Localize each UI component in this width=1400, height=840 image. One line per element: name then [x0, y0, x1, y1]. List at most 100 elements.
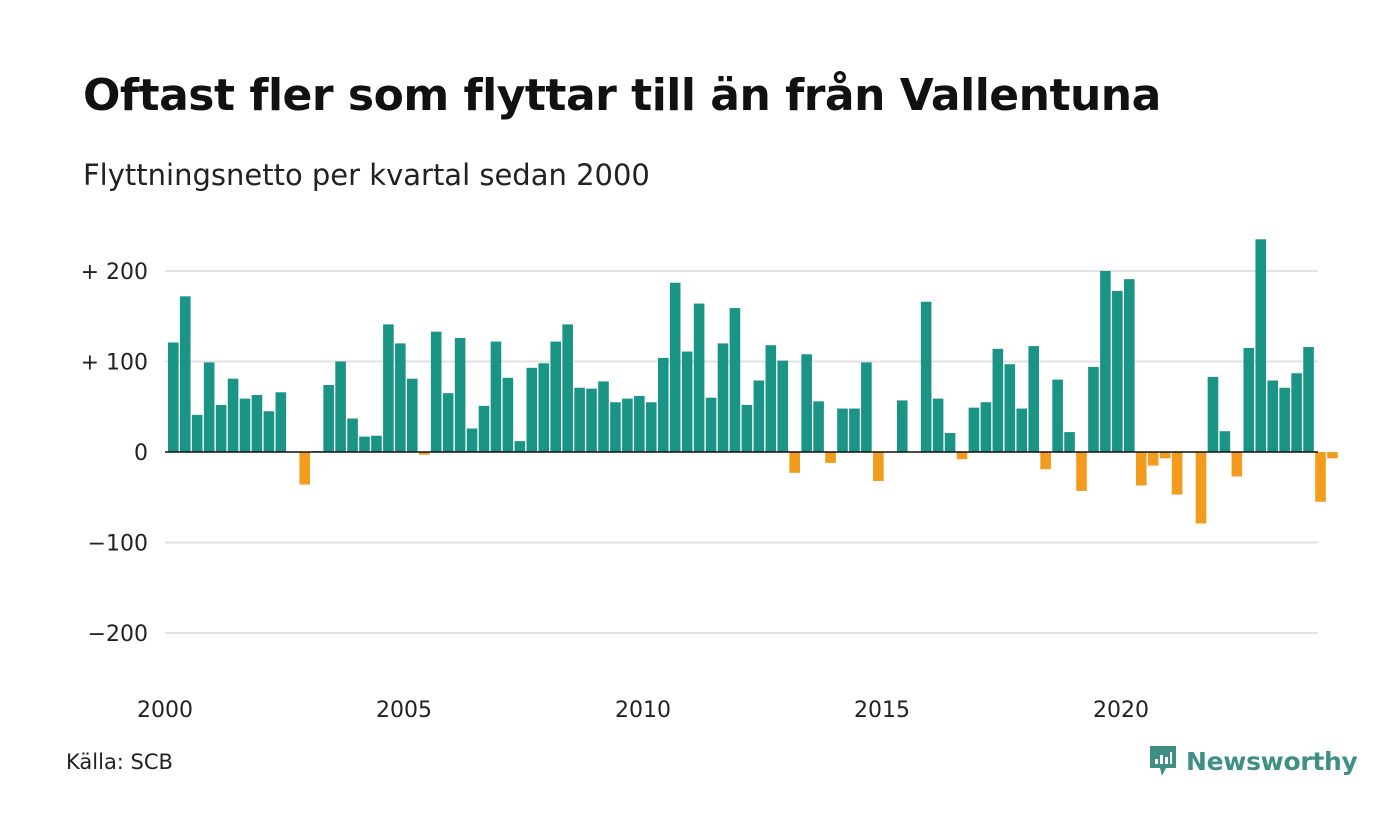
bar: [1076, 452, 1087, 491]
bar: [1279, 387, 1290, 452]
y-tick-label: −200: [88, 622, 148, 647]
bar: [251, 394, 263, 453]
bar: [944, 433, 956, 452]
bar: [550, 341, 561, 452]
bar: [1124, 279, 1135, 452]
bar: [299, 452, 311, 485]
bar: [574, 387, 585, 452]
bar: [1171, 452, 1183, 495]
bar: [586, 388, 597, 452]
bar: [956, 452, 968, 460]
bar: [610, 402, 621, 452]
bar: [275, 392, 287, 452]
bar: [1207, 376, 1219, 452]
bar: [813, 401, 824, 452]
bar: [1267, 380, 1278, 452]
bar: [263, 411, 275, 452]
bar: [490, 341, 502, 452]
bar: [873, 452, 884, 481]
newsworthy-logo: Newsworthy: [1148, 744, 1358, 778]
bar: [526, 367, 538, 452]
bar: [430, 331, 442, 452]
bar: [418, 452, 430, 455]
bar: [347, 418, 358, 452]
bar: [837, 408, 848, 452]
bar: [1004, 364, 1016, 452]
bar: [1052, 379, 1063, 452]
bar: [920, 301, 932, 452]
bar: [1088, 366, 1099, 452]
bar: [407, 378, 418, 452]
bar: [466, 428, 478, 452]
bar: [1135, 452, 1147, 486]
bar: [227, 378, 239, 452]
x-tick-label: 2005: [376, 698, 432, 723]
bar: [215, 404, 227, 452]
bar: [1028, 346, 1039, 453]
bar: [478, 405, 490, 453]
bar: [825, 452, 836, 463]
bar: [562, 324, 573, 452]
bar: [538, 363, 550, 452]
bar: [646, 402, 657, 452]
x-tick-label: 2015: [854, 698, 910, 723]
chart-title: Oftast fler som flyttar till än från Val…: [83, 70, 1161, 121]
bar: [1112, 290, 1123, 452]
bar: [1195, 452, 1207, 524]
bar: [717, 343, 729, 452]
y-tick-label: −100: [88, 532, 148, 557]
bar: [1327, 452, 1338, 459]
bar: [598, 381, 609, 452]
x-axis-labels: 2000 2005 2010 2015 2020: [137, 698, 1149, 723]
bar: [1159, 452, 1171, 459]
bar: [371, 435, 382, 452]
bar: [383, 324, 394, 452]
bar: [1291, 373, 1302, 452]
bar: [514, 441, 526, 452]
bar: [741, 404, 753, 452]
bar: [789, 452, 800, 473]
bar: [861, 362, 872, 452]
bar: [1255, 239, 1267, 452]
brand-name: Newsworthy: [1186, 746, 1358, 776]
bar: [657, 357, 669, 452]
bar: [634, 395, 645, 452]
x-tick-label: 2020: [1093, 698, 1149, 723]
y-tick-label: 0: [134, 441, 148, 466]
bar: [729, 308, 741, 453]
bar: [777, 360, 789, 453]
bar: [203, 362, 215, 452]
x-tick-label: 2000: [137, 698, 193, 723]
bar: [1219, 431, 1231, 453]
bar: [442, 393, 454, 453]
bar: [502, 377, 514, 452]
bar: [968, 407, 980, 452]
bar: [765, 345, 777, 452]
bar: [191, 414, 203, 452]
bar: [753, 380, 765, 452]
bar: [239, 398, 251, 453]
bar: [622, 398, 633, 453]
bar: [323, 385, 334, 452]
bar: [179, 296, 191, 452]
bar: [1040, 452, 1051, 470]
bar: [705, 397, 717, 452]
bar: [1231, 452, 1243, 477]
bar: [681, 351, 693, 452]
bar: [395, 343, 406, 452]
newsworthy-icon: [1150, 746, 1176, 776]
y-tick-label: + 200: [81, 260, 148, 285]
bar: [801, 354, 812, 452]
chart-subtitle: Flyttningsnetto per kvartal sedan 2000: [83, 158, 650, 192]
bar: [335, 361, 346, 452]
bar: [980, 402, 992, 452]
bar: [669, 282, 681, 452]
bar: [849, 408, 860, 452]
y-tick-label: + 100: [81, 351, 148, 376]
bar: [1016, 408, 1028, 452]
bar: [896, 400, 908, 453]
bar: [1100, 271, 1111, 452]
bar: [693, 303, 705, 452]
bar: [1064, 432, 1075, 452]
